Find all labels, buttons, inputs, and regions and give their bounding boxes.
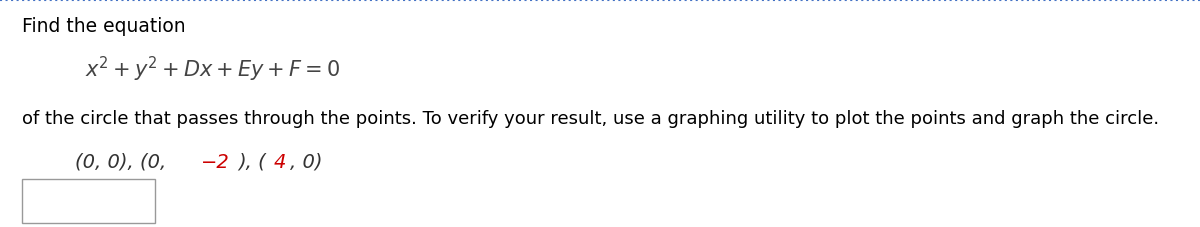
Bar (22, 179, 155, 223)
Text: ), (: ), ( (238, 153, 265, 172)
Text: −2: −2 (200, 153, 229, 172)
Text: , 0): , 0) (289, 153, 322, 172)
Text: $x^2 + y^2 + Dx + Ey + F = 0$: $x^2 + y^2 + Dx + Ey + F = 0$ (85, 54, 340, 84)
Text: Find the equation: Find the equation (22, 17, 186, 37)
Text: (0, 0), (0,: (0, 0), (0, (74, 153, 173, 172)
Text: 4: 4 (274, 153, 286, 172)
Text: of the circle that passes through the points. To verify your result, use a graph: of the circle that passes through the po… (22, 110, 1159, 128)
